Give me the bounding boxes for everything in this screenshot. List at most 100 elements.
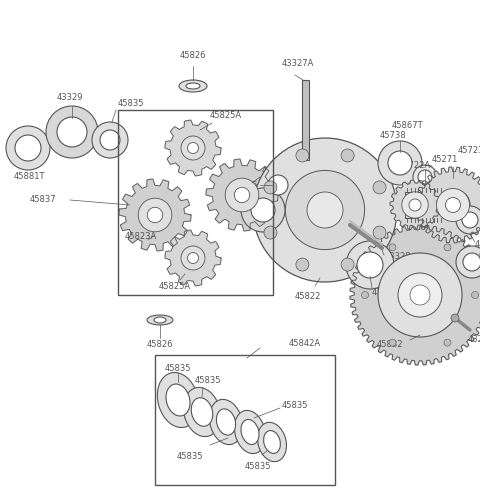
Circle shape [46, 106, 98, 158]
Text: 43329: 43329 [57, 93, 83, 102]
Text: 45823A: 45823A [262, 166, 294, 175]
Text: 45722A: 45722A [399, 161, 431, 170]
Text: 45835: 45835 [118, 99, 144, 108]
Circle shape [264, 226, 277, 239]
Ellipse shape [186, 83, 200, 89]
Text: 45738: 45738 [477, 254, 480, 262]
Text: 43327A: 43327A [282, 59, 314, 68]
Circle shape [181, 136, 205, 160]
Polygon shape [119, 179, 191, 251]
Polygon shape [390, 180, 440, 230]
Circle shape [251, 198, 275, 222]
Text: 45835: 45835 [282, 400, 309, 409]
Circle shape [413, 165, 437, 189]
Circle shape [147, 208, 163, 222]
Circle shape [181, 246, 205, 270]
Circle shape [357, 252, 383, 278]
Circle shape [260, 167, 296, 203]
Circle shape [188, 142, 199, 154]
Circle shape [346, 241, 394, 289]
Ellipse shape [209, 400, 242, 444]
Circle shape [373, 226, 386, 239]
Ellipse shape [183, 388, 220, 436]
Circle shape [188, 252, 199, 264]
Ellipse shape [147, 315, 173, 325]
Circle shape [409, 199, 421, 211]
Text: 45881T: 45881T [14, 172, 46, 181]
Ellipse shape [157, 372, 199, 428]
Circle shape [398, 273, 442, 317]
Circle shape [307, 192, 343, 228]
Circle shape [389, 339, 396, 346]
Circle shape [447, 197, 463, 213]
Bar [155, 355, 335, 485]
Circle shape [268, 175, 288, 195]
Circle shape [234, 188, 250, 202]
Circle shape [6, 126, 50, 170]
Text: 45867T: 45867T [392, 121, 424, 130]
Circle shape [471, 292, 479, 298]
Circle shape [436, 188, 469, 222]
Text: 45826: 45826 [147, 340, 173, 349]
Polygon shape [165, 230, 221, 286]
Text: 45822: 45822 [295, 292, 321, 301]
Text: 43328: 43328 [385, 252, 412, 261]
Text: 45835: 45835 [231, 180, 258, 190]
Text: 45825A: 45825A [159, 282, 191, 291]
Circle shape [456, 246, 480, 278]
Circle shape [373, 181, 386, 194]
Circle shape [402, 192, 428, 218]
Ellipse shape [179, 80, 207, 92]
Circle shape [138, 198, 172, 232]
Text: 45826: 45826 [180, 51, 206, 60]
Text: 43329: 43329 [372, 288, 398, 297]
Text: 45835: 45835 [195, 376, 221, 385]
Circle shape [15, 135, 41, 161]
Ellipse shape [216, 409, 236, 435]
Circle shape [241, 188, 285, 232]
Ellipse shape [166, 384, 190, 416]
Circle shape [389, 244, 396, 251]
Text: 45832: 45832 [377, 340, 403, 349]
Circle shape [341, 149, 354, 162]
Text: 45825A: 45825A [210, 111, 242, 120]
Circle shape [451, 314, 459, 322]
Text: 45842A: 45842A [289, 339, 321, 348]
Circle shape [341, 258, 354, 271]
Circle shape [388, 151, 412, 175]
Circle shape [463, 253, 480, 271]
Circle shape [378, 253, 462, 337]
Text: 45738: 45738 [380, 131, 406, 140]
Circle shape [440, 190, 470, 220]
Text: 45835: 45835 [245, 462, 271, 471]
Circle shape [225, 178, 259, 212]
Ellipse shape [191, 398, 213, 426]
Circle shape [264, 181, 277, 194]
Text: 45271: 45271 [432, 155, 458, 164]
Circle shape [378, 141, 422, 185]
Circle shape [445, 198, 460, 212]
Ellipse shape [264, 430, 280, 454]
Circle shape [462, 212, 478, 228]
Text: 45837: 45837 [30, 196, 57, 204]
Circle shape [286, 170, 365, 250]
Circle shape [92, 122, 128, 158]
Circle shape [410, 285, 430, 305]
Polygon shape [165, 120, 221, 176]
Text: 45738: 45738 [475, 240, 480, 249]
Ellipse shape [258, 422, 287, 462]
Circle shape [444, 339, 451, 346]
Circle shape [253, 138, 397, 282]
Bar [302, 80, 309, 160]
Circle shape [361, 292, 369, 298]
Polygon shape [206, 159, 278, 231]
Text: 45721B: 45721B [458, 146, 480, 155]
Text: 43213: 43213 [468, 335, 480, 344]
Ellipse shape [241, 420, 259, 444]
Circle shape [444, 244, 451, 251]
Polygon shape [350, 225, 480, 365]
Ellipse shape [234, 410, 265, 454]
Circle shape [296, 258, 309, 271]
Text: 45835: 45835 [165, 364, 192, 373]
Circle shape [418, 170, 432, 184]
